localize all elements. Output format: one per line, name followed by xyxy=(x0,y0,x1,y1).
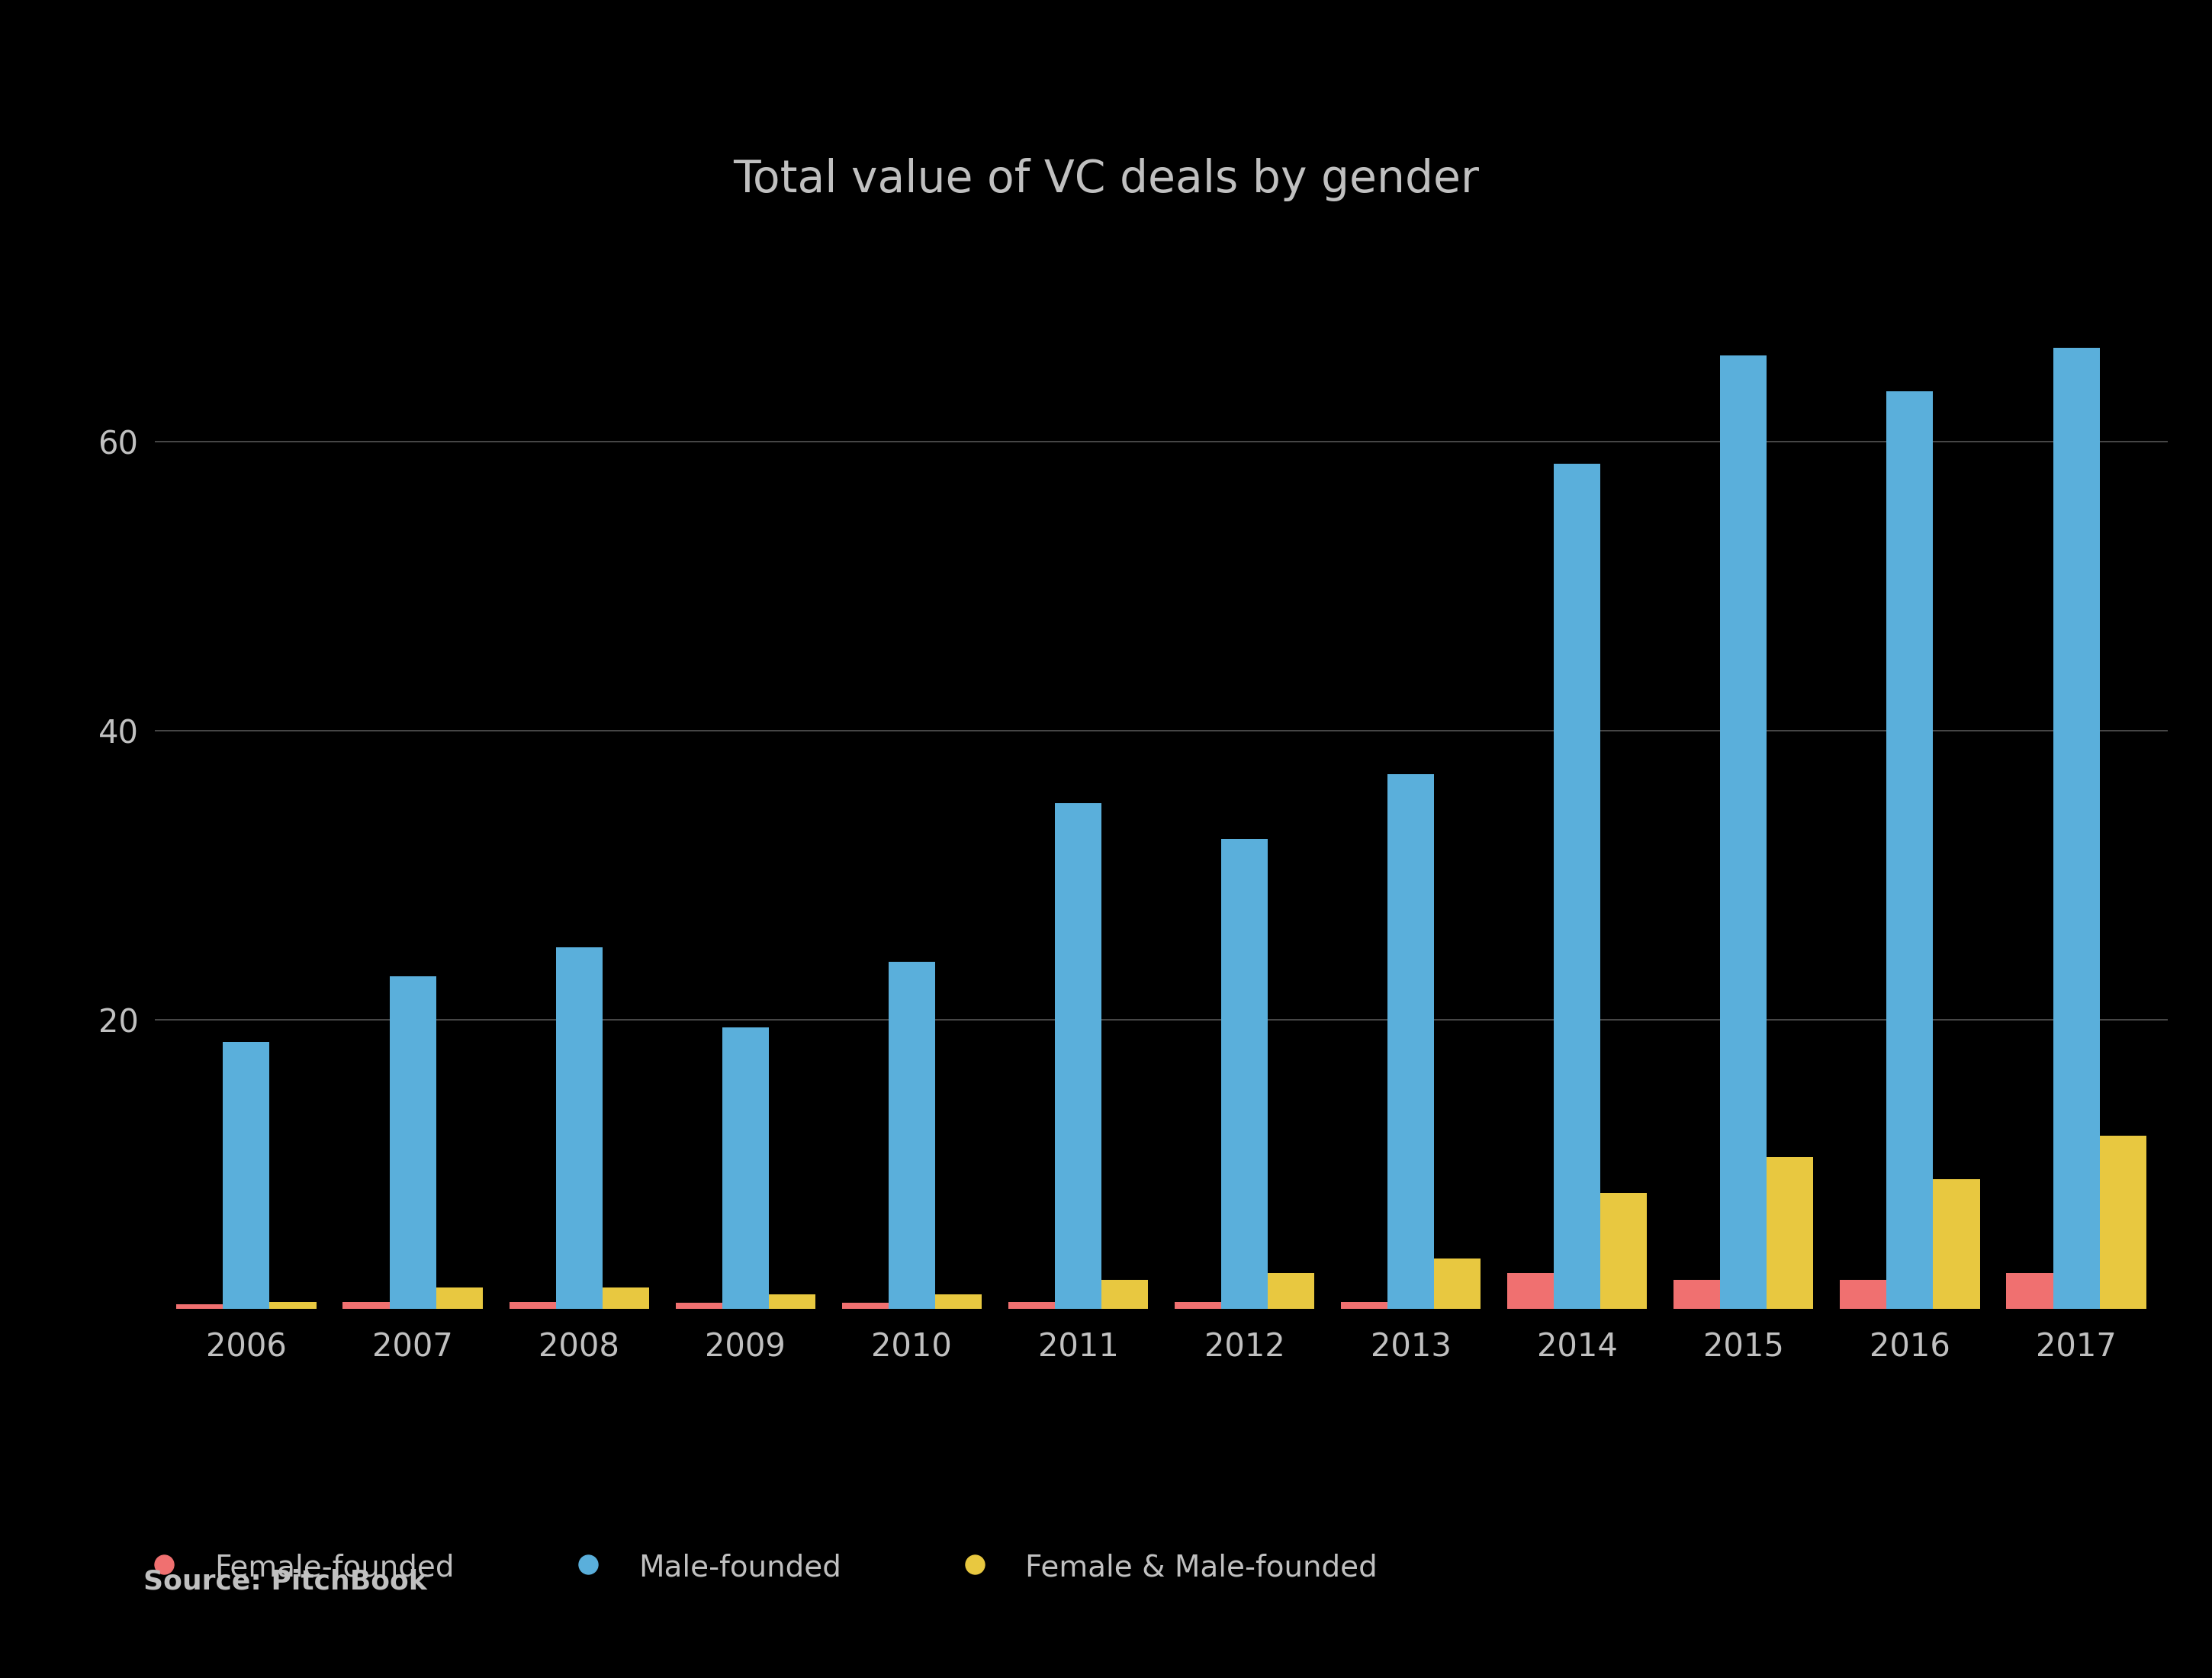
Bar xyxy=(509,1302,555,1309)
Bar xyxy=(177,1304,223,1309)
Bar xyxy=(1553,463,1601,1309)
Bar xyxy=(223,1042,270,1309)
Bar xyxy=(1055,804,1102,1309)
Legend: Female-founded, Male-founded, Female & Male-founded: Female-founded, Male-founded, Female & M… xyxy=(150,1552,1378,1582)
Bar xyxy=(555,948,602,1309)
Bar xyxy=(1221,839,1267,1309)
Bar xyxy=(1840,1280,1887,1309)
Bar xyxy=(1175,1302,1221,1309)
Bar xyxy=(770,1294,816,1309)
Bar xyxy=(1433,1258,1480,1309)
Bar xyxy=(1674,1280,1721,1309)
Bar xyxy=(1102,1280,1148,1309)
Bar xyxy=(1340,1302,1387,1309)
Bar xyxy=(1933,1178,1980,1309)
Bar xyxy=(1767,1158,1814,1309)
Bar xyxy=(389,977,436,1309)
Bar xyxy=(675,1304,721,1309)
Bar xyxy=(343,1302,389,1309)
Bar xyxy=(1387,774,1433,1309)
Bar xyxy=(721,1027,770,1309)
Bar xyxy=(1601,1193,1648,1309)
Bar xyxy=(2053,347,2099,1309)
Bar xyxy=(1887,391,1933,1309)
Bar xyxy=(843,1304,889,1309)
Bar xyxy=(889,961,936,1309)
Bar xyxy=(1721,356,1767,1309)
Bar xyxy=(2006,1272,2053,1309)
Text: Source: PitchBook: Source: PitchBook xyxy=(144,1569,427,1594)
Bar xyxy=(1506,1272,1553,1309)
Bar xyxy=(2099,1136,2146,1309)
Bar xyxy=(1009,1302,1055,1309)
Bar xyxy=(602,1287,648,1309)
Bar xyxy=(1267,1272,1314,1309)
Text: Total value of VC deals by gender: Total value of VC deals by gender xyxy=(732,158,1480,201)
Bar xyxy=(270,1302,316,1309)
Bar xyxy=(936,1294,982,1309)
Bar xyxy=(436,1287,482,1309)
